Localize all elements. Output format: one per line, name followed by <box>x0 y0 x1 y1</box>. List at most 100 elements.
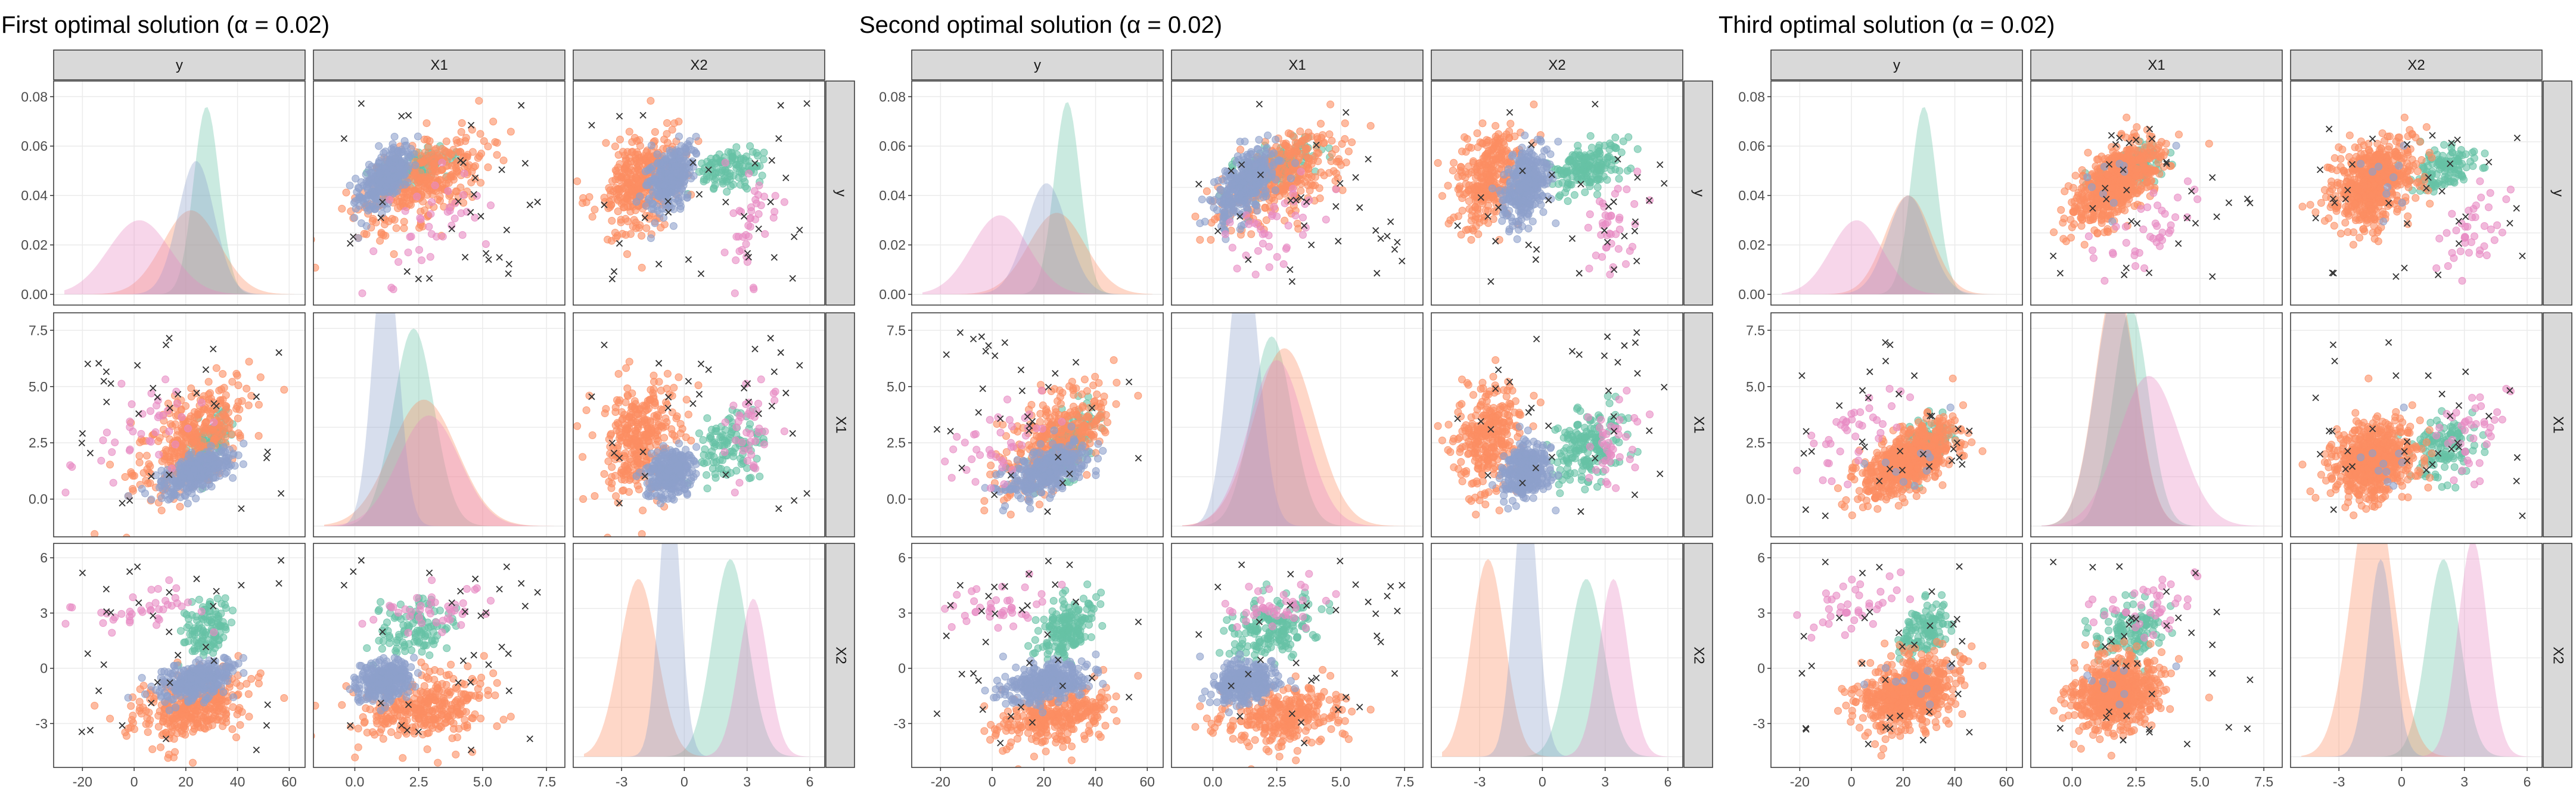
data-point <box>405 640 413 648</box>
data-point <box>780 427 788 436</box>
cell-X1-X1 <box>313 312 565 537</box>
data-point <box>185 681 193 689</box>
data-point <box>731 289 739 297</box>
data-point <box>452 750 460 758</box>
data-point <box>481 240 490 248</box>
points <box>61 334 288 537</box>
data-point <box>383 618 391 627</box>
data-point <box>582 406 591 414</box>
data-point <box>622 155 630 163</box>
data-point <box>394 608 403 617</box>
data-point <box>463 585 471 593</box>
cell-background <box>573 313 825 537</box>
outlier-point <box>689 400 697 407</box>
data-point <box>355 201 363 210</box>
outlier-point <box>639 448 647 455</box>
data-point <box>729 402 738 410</box>
data-point <box>632 436 640 444</box>
outlier-point <box>134 563 141 570</box>
data-point <box>600 194 608 202</box>
data-point <box>499 716 508 724</box>
data-point <box>436 176 444 185</box>
data-point <box>377 187 385 195</box>
outlier-point <box>741 213 748 220</box>
data-point <box>738 439 746 446</box>
outlier-point <box>477 213 484 220</box>
data-point <box>459 599 467 607</box>
outlier-point <box>107 609 114 616</box>
data-point <box>430 716 438 724</box>
data-point <box>675 373 683 381</box>
data-point <box>380 654 388 662</box>
outlier-point <box>745 398 753 406</box>
data-point <box>254 673 263 681</box>
data-point <box>173 599 181 607</box>
density-curve-cluster-3 <box>324 313 554 526</box>
points <box>313 556 541 767</box>
data-point <box>219 370 227 378</box>
data-point <box>463 721 471 729</box>
outlier-point <box>503 226 510 234</box>
tick-label: -3 <box>36 716 48 731</box>
data-point <box>240 439 248 447</box>
outlier-point <box>803 490 810 497</box>
data-point <box>438 158 446 167</box>
data-point <box>66 603 74 611</box>
data-point <box>760 148 768 157</box>
data-point <box>747 214 755 222</box>
data-point <box>194 676 202 684</box>
data-point <box>221 470 229 478</box>
cell-X1-X2 <box>573 312 825 537</box>
outlier-point <box>78 728 85 735</box>
data-point <box>201 693 210 701</box>
data-point <box>761 427 769 436</box>
data-point <box>428 637 436 645</box>
outlier-point <box>347 722 354 729</box>
data-point <box>744 232 753 241</box>
data-point <box>124 694 132 702</box>
data-point <box>668 391 676 400</box>
data-point <box>747 437 755 446</box>
data-point <box>735 173 743 182</box>
data-point <box>619 148 627 156</box>
data-point <box>635 485 643 493</box>
data-point <box>750 285 758 293</box>
data-point <box>487 201 495 210</box>
data-point <box>378 627 387 635</box>
data-point <box>453 733 461 741</box>
outlier-point <box>616 113 623 120</box>
data-point <box>375 142 383 150</box>
outlier-point <box>425 275 433 282</box>
data-point <box>176 502 184 511</box>
data-point <box>141 489 149 498</box>
outlier-point <box>459 159 467 166</box>
density-curve-cluster-2 <box>64 210 294 294</box>
data-point <box>214 716 222 724</box>
data-point <box>363 683 372 691</box>
data-point <box>600 470 608 478</box>
data-point <box>280 694 288 702</box>
data-point <box>507 128 515 136</box>
data-point <box>699 436 707 444</box>
outlier-point <box>358 556 365 564</box>
data-point <box>403 193 411 201</box>
data-point <box>616 396 624 405</box>
outlier-point <box>340 582 348 589</box>
data-point <box>402 693 411 701</box>
outlier-point <box>166 405 173 412</box>
data-point <box>420 206 428 214</box>
data-point <box>405 671 413 680</box>
data-point <box>742 428 751 437</box>
data-point <box>247 391 256 400</box>
data-point <box>234 414 242 422</box>
data-point <box>391 703 399 711</box>
data-point <box>757 375 765 384</box>
data-point <box>475 97 483 105</box>
data-point <box>694 381 703 390</box>
data-point <box>151 599 160 607</box>
data-point <box>732 232 741 241</box>
data-point <box>454 708 462 716</box>
data-point <box>464 662 472 670</box>
data-point <box>609 187 617 195</box>
data-point <box>160 471 169 479</box>
